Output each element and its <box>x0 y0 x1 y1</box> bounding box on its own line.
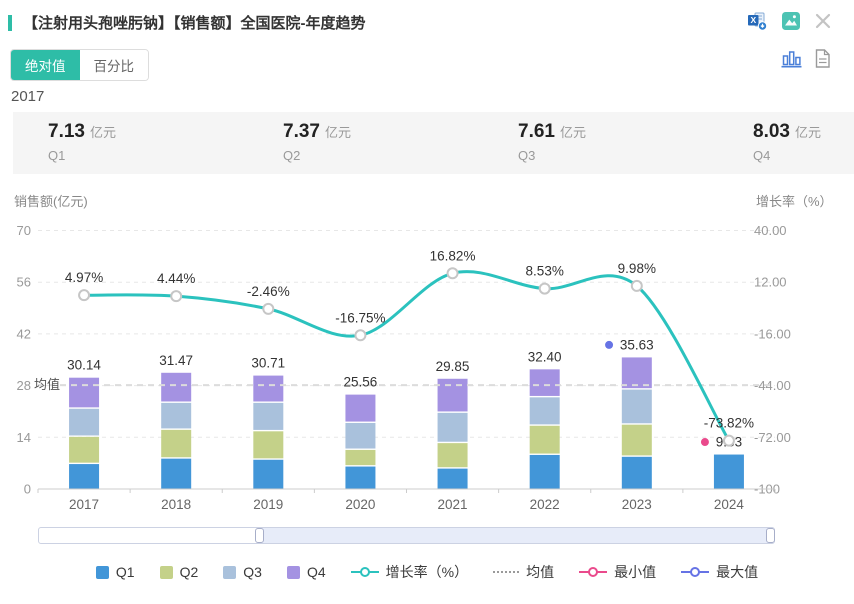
svg-text:32.40: 32.40 <box>528 349 562 364</box>
svg-text:-44.00: -44.00 <box>754 378 791 393</box>
svg-text:12.00: 12.00 <box>754 275 787 290</box>
right-axis-title: 增长率（%） <box>756 194 833 209</box>
image-export-icon[interactable] <box>781 11 801 31</box>
svg-text:4.44%: 4.44% <box>157 271 195 286</box>
legend-label: 最小值 <box>614 564 657 580</box>
legend-item-q4[interactable]: Q4 <box>286 564 326 580</box>
svg-text:30.14: 30.14 <box>67 358 101 373</box>
svg-text:-16.00: -16.00 <box>754 326 791 341</box>
stat-unit: 亿元 <box>89 125 116 140</box>
value-mode-toggle: 绝对值 百分比 <box>10 49 149 81</box>
svg-text:29.85: 29.85 <box>436 359 470 374</box>
bar-chart-view-icon[interactable] <box>780 48 803 69</box>
legend-label: 最大值 <box>716 564 759 580</box>
svg-text:均值: 均值 <box>34 377 60 392</box>
legend-label: 均值 <box>526 564 555 580</box>
legend-item-mean[interactable]: 均值 <box>493 562 554 582</box>
legend-item-max[interactable]: 最大值 <box>681 562 758 582</box>
legend-item-q1[interactable]: Q1 <box>95 564 135 580</box>
growth-line-marker <box>350 567 379 577</box>
svg-text:9.98%: 9.98% <box>618 261 656 276</box>
legend-item-q3[interactable]: Q3 <box>223 564 262 580</box>
data-zoom-slider[interactable] <box>38 527 775 544</box>
stat-value: 7.61 <box>518 121 555 142</box>
quarter-stat-q1: 7.13 亿元 Q1 <box>48 121 116 163</box>
left-axis-title: 销售额(亿元) <box>14 194 88 209</box>
svg-text:56: 56 <box>17 275 31 290</box>
view-switcher <box>780 48 832 69</box>
close-icon[interactable] <box>814 12 832 30</box>
data-zoom-left-handle[interactable] <box>255 528 264 543</box>
svg-text:35.63: 35.63 <box>620 337 654 352</box>
svg-text:2019: 2019 <box>253 497 283 512</box>
svg-text:8.53%: 8.53% <box>526 264 564 279</box>
stat-value: 8.03 <box>753 121 790 142</box>
svg-text:28: 28 <box>17 378 31 393</box>
svg-text:-16.75%: -16.75% <box>335 310 385 325</box>
legend-label: Q2 <box>179 564 199 580</box>
svg-text:2020: 2020 <box>345 497 375 512</box>
svg-text:40.00: 40.00 <box>754 223 787 238</box>
svg-text:2021: 2021 <box>438 497 468 512</box>
legend-item-q2[interactable]: Q2 <box>159 564 199 580</box>
absolute-value-button[interactable]: 绝对值 <box>11 50 80 80</box>
stat-label: Q1 <box>48 148 66 163</box>
svg-text:-73.82%: -73.82% <box>704 416 754 431</box>
svg-text:14: 14 <box>17 430 31 445</box>
svg-text:25.56: 25.56 <box>344 375 378 390</box>
data-zoom-selected-range[interactable] <box>259 528 774 543</box>
toolbar: X <box>747 11 832 31</box>
mean-line-marker <box>493 571 520 573</box>
panel-header: 【注射用头孢唑肟钠】【销售额】全国医院-年度趋势 <box>8 12 366 33</box>
svg-text:30.71: 30.71 <box>251 356 285 371</box>
stat-unit: 亿元 <box>559 125 586 140</box>
page-title: 【注射用头孢唑肟钠】【销售额】全国医院-年度趋势 <box>23 15 366 32</box>
q1-swatch <box>95 565 109 579</box>
excel-export-icon[interactable]: X <box>747 11 768 31</box>
legend-label: 增长率（%） <box>385 564 469 580</box>
stat-unit: 亿元 <box>324 125 351 140</box>
svg-text:2024: 2024 <box>714 497 745 512</box>
svg-text:-72.00: -72.00 <box>754 430 791 445</box>
legend-label: Q3 <box>243 564 262 580</box>
stat-value: 7.37 <box>283 121 320 142</box>
percentage-button[interactable]: 百分比 <box>79 50 148 80</box>
svg-text:70: 70 <box>17 223 31 238</box>
legend-label: Q1 <box>115 564 135 580</box>
quarter-stat-q2: 7.37 亿元 Q2 <box>283 121 351 163</box>
stat-value: 7.13 <box>48 121 85 142</box>
svg-text:16.82%: 16.82% <box>430 248 476 263</box>
svg-text:-2.46%: -2.46% <box>247 284 290 299</box>
q2-swatch <box>159 565 173 579</box>
legend-label: Q4 <box>306 564 326 580</box>
legend-item-growth-rate[interactable]: 增长率（%） <box>350 562 469 582</box>
data-zoom-right-handle[interactable] <box>766 528 775 543</box>
svg-text:42: 42 <box>17 326 31 341</box>
svg-text:31.47: 31.47 <box>159 353 193 368</box>
stat-label: Q2 <box>283 148 301 163</box>
stat-label: Q4 <box>753 148 771 163</box>
stat-label: Q3 <box>518 148 536 163</box>
svg-text:X: X <box>750 15 756 25</box>
legend-item-min[interactable]: 最小值 <box>579 562 656 582</box>
trend-chart[interactable]: 7056422814040.0012.00-16.00-44.00-72.00-… <box>0 185 854 530</box>
data-view-icon[interactable] <box>813 48 832 69</box>
stat-unit: 亿元 <box>794 125 821 140</box>
title-accent-bar <box>8 14 12 31</box>
svg-text:2022: 2022 <box>530 497 560 512</box>
selected-year-label: 2017 <box>11 88 45 105</box>
quarter-stat-q4: 8.03 亿元 Q4 <box>753 121 821 163</box>
chart-legend: Q1 Q2 Q3 Q4 增长率（%） 均值 最小值 最大值 <box>0 562 854 582</box>
svg-text:2018: 2018 <box>161 497 191 512</box>
svg-text:0: 0 <box>24 482 31 497</box>
q4-swatch <box>286 565 300 579</box>
q3-swatch <box>223 565 237 579</box>
svg-text:4.97%: 4.97% <box>65 270 103 285</box>
quarter-stat-q3: 7.61 亿元 Q3 <box>518 121 586 163</box>
min-marker <box>579 567 608 577</box>
svg-text:2017: 2017 <box>69 497 99 512</box>
quarter-stats-strip: 7.13 亿元 Q1 7.37 亿元 Q2 7.61 亿元 Q3 8.03 亿元 Q4 <box>13 112 854 174</box>
svg-text:2023: 2023 <box>622 497 652 512</box>
max-marker <box>681 567 710 577</box>
